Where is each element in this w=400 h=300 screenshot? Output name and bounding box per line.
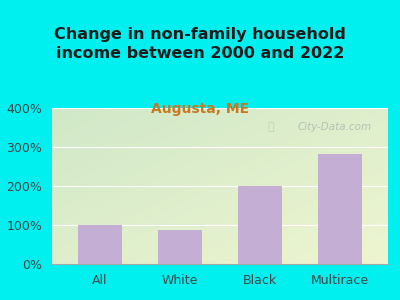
Bar xyxy=(158,230,202,264)
Text: 🔍: 🔍 xyxy=(267,122,274,132)
Bar xyxy=(318,154,362,264)
Text: Change in non-family household
income between 2000 and 2022: Change in non-family household income be… xyxy=(54,27,346,61)
Bar xyxy=(238,186,282,264)
Bar xyxy=(78,225,122,264)
Text: Augusta, ME: Augusta, ME xyxy=(151,102,249,116)
Text: City-Data.com: City-Data.com xyxy=(297,122,372,132)
